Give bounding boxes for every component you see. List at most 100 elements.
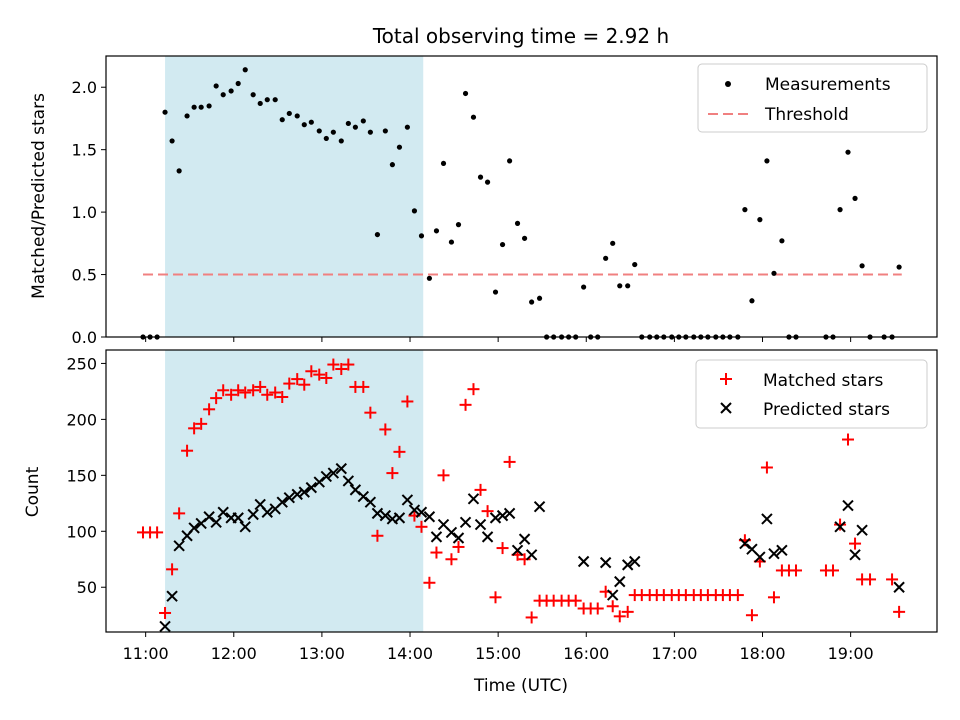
measurement-point (470, 114, 477, 120)
matched-star-point (291, 373, 304, 386)
top-legend-box (697, 63, 928, 133)
measurement-point (462, 90, 469, 97)
predicted-star-point (313, 476, 325, 488)
measurement-point (625, 283, 631, 289)
measurement-point (184, 113, 190, 119)
bottom-x-tick-label: 16:00 (563, 644, 609, 663)
matched-star-point (613, 610, 626, 623)
measurement-point (632, 261, 638, 268)
measurement-point (338, 138, 344, 144)
matched-star-point (269, 386, 282, 399)
predicted-star-point (518, 533, 531, 545)
predicted-star-point (364, 496, 377, 508)
top-y-tick-label: 0.5 (72, 266, 97, 285)
matched-star-point (481, 505, 494, 518)
measurement-point (330, 129, 336, 135)
matched-star-point (239, 386, 252, 399)
matched-star-point (467, 383, 480, 396)
predicted-points-group (159, 462, 905, 633)
matched-star-point (232, 384, 245, 397)
matched-star-point (827, 564, 840, 577)
bottom-y-tick-label: 100 (66, 522, 97, 541)
measurement-point (213, 83, 219, 89)
predicted-star-point (401, 494, 414, 506)
measurement-point (426, 275, 433, 281)
measurement-point (771, 270, 777, 276)
measurement-point (272, 97, 278, 103)
measurement-point (176, 168, 182, 174)
matched-star-point (313, 368, 326, 381)
measurement-point (242, 67, 248, 73)
top-y-tick-label: 0.0 (72, 328, 97, 347)
matched-star-point (518, 553, 531, 566)
matched-star-point (864, 573, 877, 586)
matched-star-point (893, 605, 906, 618)
top-axes-frame (105, 55, 938, 338)
predicted-star-point (459, 516, 472, 529)
matched-star-point (379, 423, 392, 436)
measurement-point (845, 149, 851, 155)
bottom-x-tick-label: 17:00 (651, 644, 697, 663)
measurement-point (418, 233, 425, 239)
predicted-star-point (768, 547, 780, 560)
predicted-star-point (467, 493, 480, 505)
predicted-star-point (525, 549, 538, 561)
top-y-tick-label: 2.0 (72, 78, 97, 97)
matched-star-point (745, 609, 758, 622)
legend-predicted-label: Predicted stars (763, 400, 890, 420)
predicted-star-point (320, 470, 333, 483)
measurement-point (220, 92, 226, 98)
matched-star-point (731, 589, 744, 602)
measurement-point (169, 138, 175, 144)
predicted-star-point (842, 499, 854, 512)
measurement-point (360, 118, 366, 124)
measurement-point (521, 235, 528, 241)
predicted-star-point (599, 556, 612, 569)
predicted-star-point (357, 490, 370, 503)
measurement-point (228, 88, 234, 94)
matched-star-point (210, 392, 223, 405)
bottom-x-tick-label: 19:00 (828, 644, 874, 663)
matched-star-point (276, 391, 289, 403)
matched-star-point (173, 507, 186, 520)
bottom-x-tick-label: 14:00 (387, 644, 433, 663)
measurement-point (264, 97, 270, 103)
bottom-y-tick-label: 150 (66, 466, 97, 485)
matched-star-point (247, 384, 260, 397)
matched-star-point (834, 518, 847, 531)
matched-star-point (621, 605, 634, 618)
predicted-star-point (261, 506, 273, 518)
bottom-y-tick-label: 250 (66, 354, 97, 373)
matched-star-point (415, 520, 428, 533)
legend-threshold-label: Threshold (764, 105, 849, 125)
measurement-point (749, 298, 755, 304)
matched-star-point (760, 461, 773, 474)
predicted-star-point (452, 532, 465, 544)
matched-star-point (283, 377, 296, 390)
bottom-legend-box (695, 359, 928, 429)
matched-star-point (569, 594, 582, 607)
measurement-point (859, 263, 865, 269)
measurement-point (581, 284, 587, 290)
predicted-star-point (217, 506, 229, 518)
measurement-point (257, 100, 263, 107)
measurement-point (374, 231, 381, 238)
bottom-legend: Matched stars Predicted stars (695, 359, 928, 429)
matched-star-point (195, 417, 208, 430)
matched-star-point (254, 380, 267, 393)
predicted-star-point (776, 544, 788, 557)
predicted-star-point (629, 555, 641, 568)
bottom-x-tick-label: 11:00 (123, 644, 169, 663)
matched-star-point (159, 606, 172, 619)
measurement-point (206, 103, 212, 109)
bottom-x-tick-label: 12:00 (211, 644, 257, 663)
measurement-point (367, 129, 373, 135)
top-panel: 0.00.51.01.52.0 Matched/Predicted stars … (29, 55, 938, 347)
matched-star-point (886, 573, 899, 586)
legend-predicted-marker (720, 402, 732, 414)
legend-matched-label: Matched stars (763, 371, 883, 391)
measurement-point (499, 241, 506, 248)
measurement-point (440, 160, 447, 167)
measurement-point (492, 289, 499, 295)
top-y-tick-label: 1.5 (72, 141, 97, 160)
